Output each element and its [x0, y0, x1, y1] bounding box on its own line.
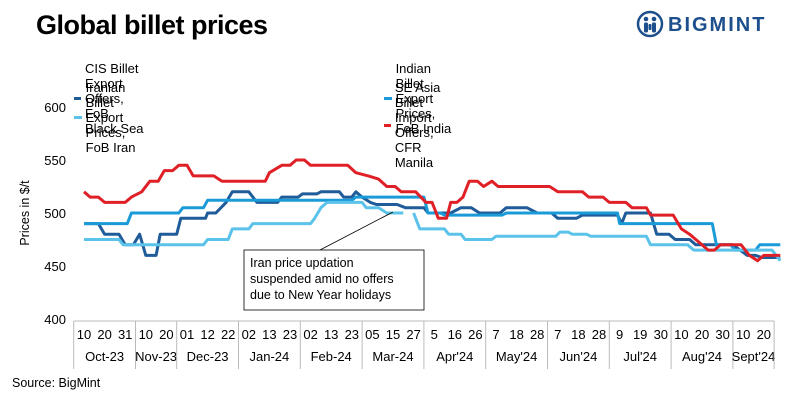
y-tick-label: 400: [44, 312, 66, 327]
x-tick-label: 31: [118, 327, 132, 342]
annotation-pointer: [319, 211, 394, 251]
y-tick-label: 600: [44, 100, 66, 115]
brand-name: BIGMINT: [668, 14, 767, 36]
legend-entry: SE Asia Billet Import Offers, CFR Manila: [384, 80, 454, 170]
x-tick-label: 30: [715, 327, 729, 342]
series-line: [84, 190, 781, 259]
x-tick-label: 01: [180, 327, 194, 342]
y-axis-title: Prices in $/t: [18, 180, 32, 246]
month-label: Oct-23: [85, 349, 124, 364]
x-tick-label: 23: [345, 327, 359, 342]
x-tick-label: 12: [200, 327, 214, 342]
month-label: Jul'24: [623, 349, 657, 364]
source-note: Source: BigMint: [12, 376, 101, 390]
x-tick-label: 28: [530, 327, 544, 342]
x-tick-label: 13: [262, 327, 276, 342]
month-label: Jan-24: [250, 349, 290, 364]
y-tick-label: 500: [44, 206, 66, 221]
month-label: Jun'24: [559, 349, 597, 364]
x-tick-label: 22: [221, 327, 235, 342]
y-tick-label: 550: [44, 153, 66, 168]
legend-label: Indian Billet Export Prices, FoB India: [395, 61, 452, 136]
series-line: [84, 200, 782, 262]
legend-swatch: [74, 116, 82, 119]
x-tick-label: 10: [139, 327, 153, 342]
month-label: Mar-24: [372, 349, 413, 364]
x-tick-label: 19: [633, 327, 647, 342]
x-tick-label: 20: [695, 327, 709, 342]
x-tick-label: 5: [431, 327, 438, 342]
month-label: Sept'24: [732, 349, 776, 364]
x-tick-label: 10: [77, 327, 91, 342]
x-tick-label: 30: [654, 327, 668, 342]
bigmint-logo-icon: [636, 10, 664, 38]
month-label: Nov-23: [135, 349, 177, 364]
annotation-box: [243, 249, 425, 311]
x-tick-label: 20: [97, 327, 111, 342]
x-tick-label: 7: [554, 327, 561, 342]
month-label: Feb-24: [311, 349, 352, 364]
legend-label: Iranian Billet Export Prices, FoB Iran: [85, 80, 136, 155]
legend-swatch: [74, 97, 81, 100]
legend-swatch: [384, 97, 392, 100]
legend-label: CIS Billet Export Offers, FoB Black Sea: [85, 61, 144, 136]
x-tick-label: 18: [509, 327, 523, 342]
y-tick-label: 450: [44, 259, 66, 274]
month-label: Dec-23: [187, 349, 229, 364]
x-tick-label: 05: [365, 327, 379, 342]
x-tick-label: 02: [303, 327, 317, 342]
annotation: Iran price updation suspended amid no of…: [243, 211, 425, 311]
month-label: Apr'24: [436, 349, 473, 364]
legend-entry: Indian Billet Export Prices, FoB India: [384, 61, 455, 136]
annotation-line: due to New Year holidays: [250, 288, 391, 302]
x-tick-label: 7: [492, 327, 499, 342]
legend-entry: CIS Billet Export Offers, FoB Black Sea: [74, 61, 144, 136]
x-tick-label: 18: [571, 327, 585, 342]
x-tick-label: 16: [448, 327, 462, 342]
annotation-line: suspended amid no offers: [250, 272, 394, 286]
x-tick-label: 26: [468, 327, 482, 342]
x-tick-label: 13: [324, 327, 338, 342]
chart-title: Global billet prices: [36, 10, 268, 40]
x-tick-label: 28: [592, 327, 606, 342]
month-label: May'24: [496, 349, 538, 364]
x-tick-label: 02: [242, 327, 256, 342]
legend-swatch: [384, 123, 391, 127]
x-tick-label: 27: [406, 327, 420, 342]
annotation-line: Iran price updation: [250, 256, 354, 270]
legend-entry: Iranian Billet Export Prices, FoB Iran: [74, 80, 145, 155]
brand-logo: BIGMINT: [636, 10, 796, 40]
month-label: Aug'24: [682, 349, 722, 364]
x-tick-label: 9: [616, 327, 623, 342]
x-tick-label: 15: [386, 327, 400, 342]
x-tick-label: 23: [283, 327, 297, 342]
x-tick-label: 20: [757, 327, 771, 342]
x-tick-label: 20: [159, 327, 173, 342]
x-tick-label: 10: [674, 327, 688, 342]
series-line: [83, 158, 781, 263]
legend-label: SE Asia Billet Import Offers, CFR Manila: [394, 80, 441, 170]
x-tick-label: 10: [736, 327, 750, 342]
